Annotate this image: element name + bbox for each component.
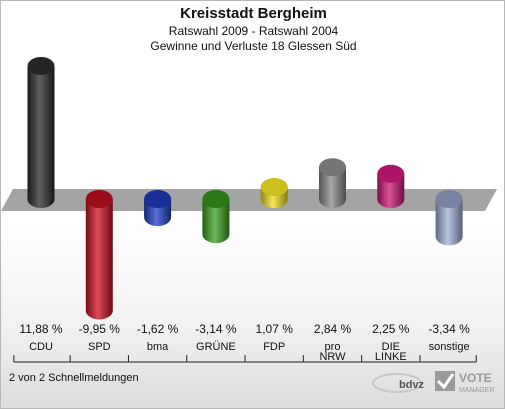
category-label-3: GRÜNE	[196, 341, 236, 353]
logo-check-icon	[436, 373, 455, 390]
chart-subtitle: Ratswahl 2009 - Ratswahl 2004	[168, 24, 339, 38]
category-label-0: CDU	[29, 341, 53, 353]
category-label-6-line-0: DIE	[382, 341, 400, 353]
category-label-7: sonstige	[429, 341, 470, 353]
bar-2	[144, 190, 172, 227]
footer-note: 2 von 2 Schnellmeldungen	[9, 372, 139, 384]
bar-body-6	[377, 173, 405, 208]
bar-cap-2	[144, 190, 172, 208]
bar-6	[377, 164, 405, 208]
bar-cap-4	[260, 178, 288, 197]
logo-swoosh	[372, 373, 422, 393]
bar-7	[435, 190, 463, 246]
bar-body-3	[202, 199, 230, 244]
value-label-6: 2,25 %	[372, 322, 410, 336]
bars-group	[27, 56, 463, 320]
category-label-1: SPD	[88, 341, 111, 353]
vote-manager-logo: bdvz VOTE MANAGER	[372, 371, 494, 394]
baseline-plane	[1, 189, 497, 211]
bar-4	[260, 178, 288, 208]
bar-body-0	[27, 65, 55, 208]
category-label-5-line-0: pro	[325, 341, 341, 353]
bar-body-7	[435, 199, 463, 246]
bar-1	[85, 190, 113, 320]
value-label-1: -9,95 %	[79, 322, 121, 336]
value-label-5: 2,84 %	[314, 322, 352, 336]
bar-3	[202, 190, 230, 244]
bar-cap-3	[202, 190, 230, 208]
bar-body-5	[319, 167, 346, 208]
value-label-4: 1,07 %	[256, 322, 294, 336]
bar-cap-0	[27, 56, 55, 75]
value-label-2: -1,62 %	[137, 322, 179, 336]
category-label-4: FDP	[263, 341, 285, 353]
logo-brand-text: VOTE	[459, 371, 492, 385]
value-label-0: 11,88 %	[19, 322, 62, 336]
category-label-6-line-1: LINKE	[375, 351, 407, 363]
bar-cap-5	[319, 158, 346, 177]
bar-cap-6	[377, 164, 405, 183]
bar-cap-7	[435, 190, 463, 208]
value-label-3: -3,14 %	[195, 322, 237, 336]
bar-body-1	[85, 199, 113, 320]
chart-title: Kreisstadt Bergheim	[180, 5, 327, 22]
bar-0	[27, 56, 55, 208]
logo-maker-text: bdvz	[399, 379, 425, 391]
chart-subtitle-2: Gewinne und Verluste 18 Glessen Süd	[150, 39, 357, 53]
bar-cap-1	[85, 190, 113, 208]
bar-5	[319, 158, 346, 208]
category-label-5-line-1: NRW	[319, 351, 346, 363]
value-labels-group: 11,88 % -9,95 % -1,62 % -3,14 % 1,07 % 2,84 %…	[19, 322, 470, 336]
logo-brand-sub-text: MANAGER	[459, 387, 494, 394]
category-label-2: bma	[147, 341, 169, 353]
value-label-7: -3,34 %	[428, 322, 470, 336]
